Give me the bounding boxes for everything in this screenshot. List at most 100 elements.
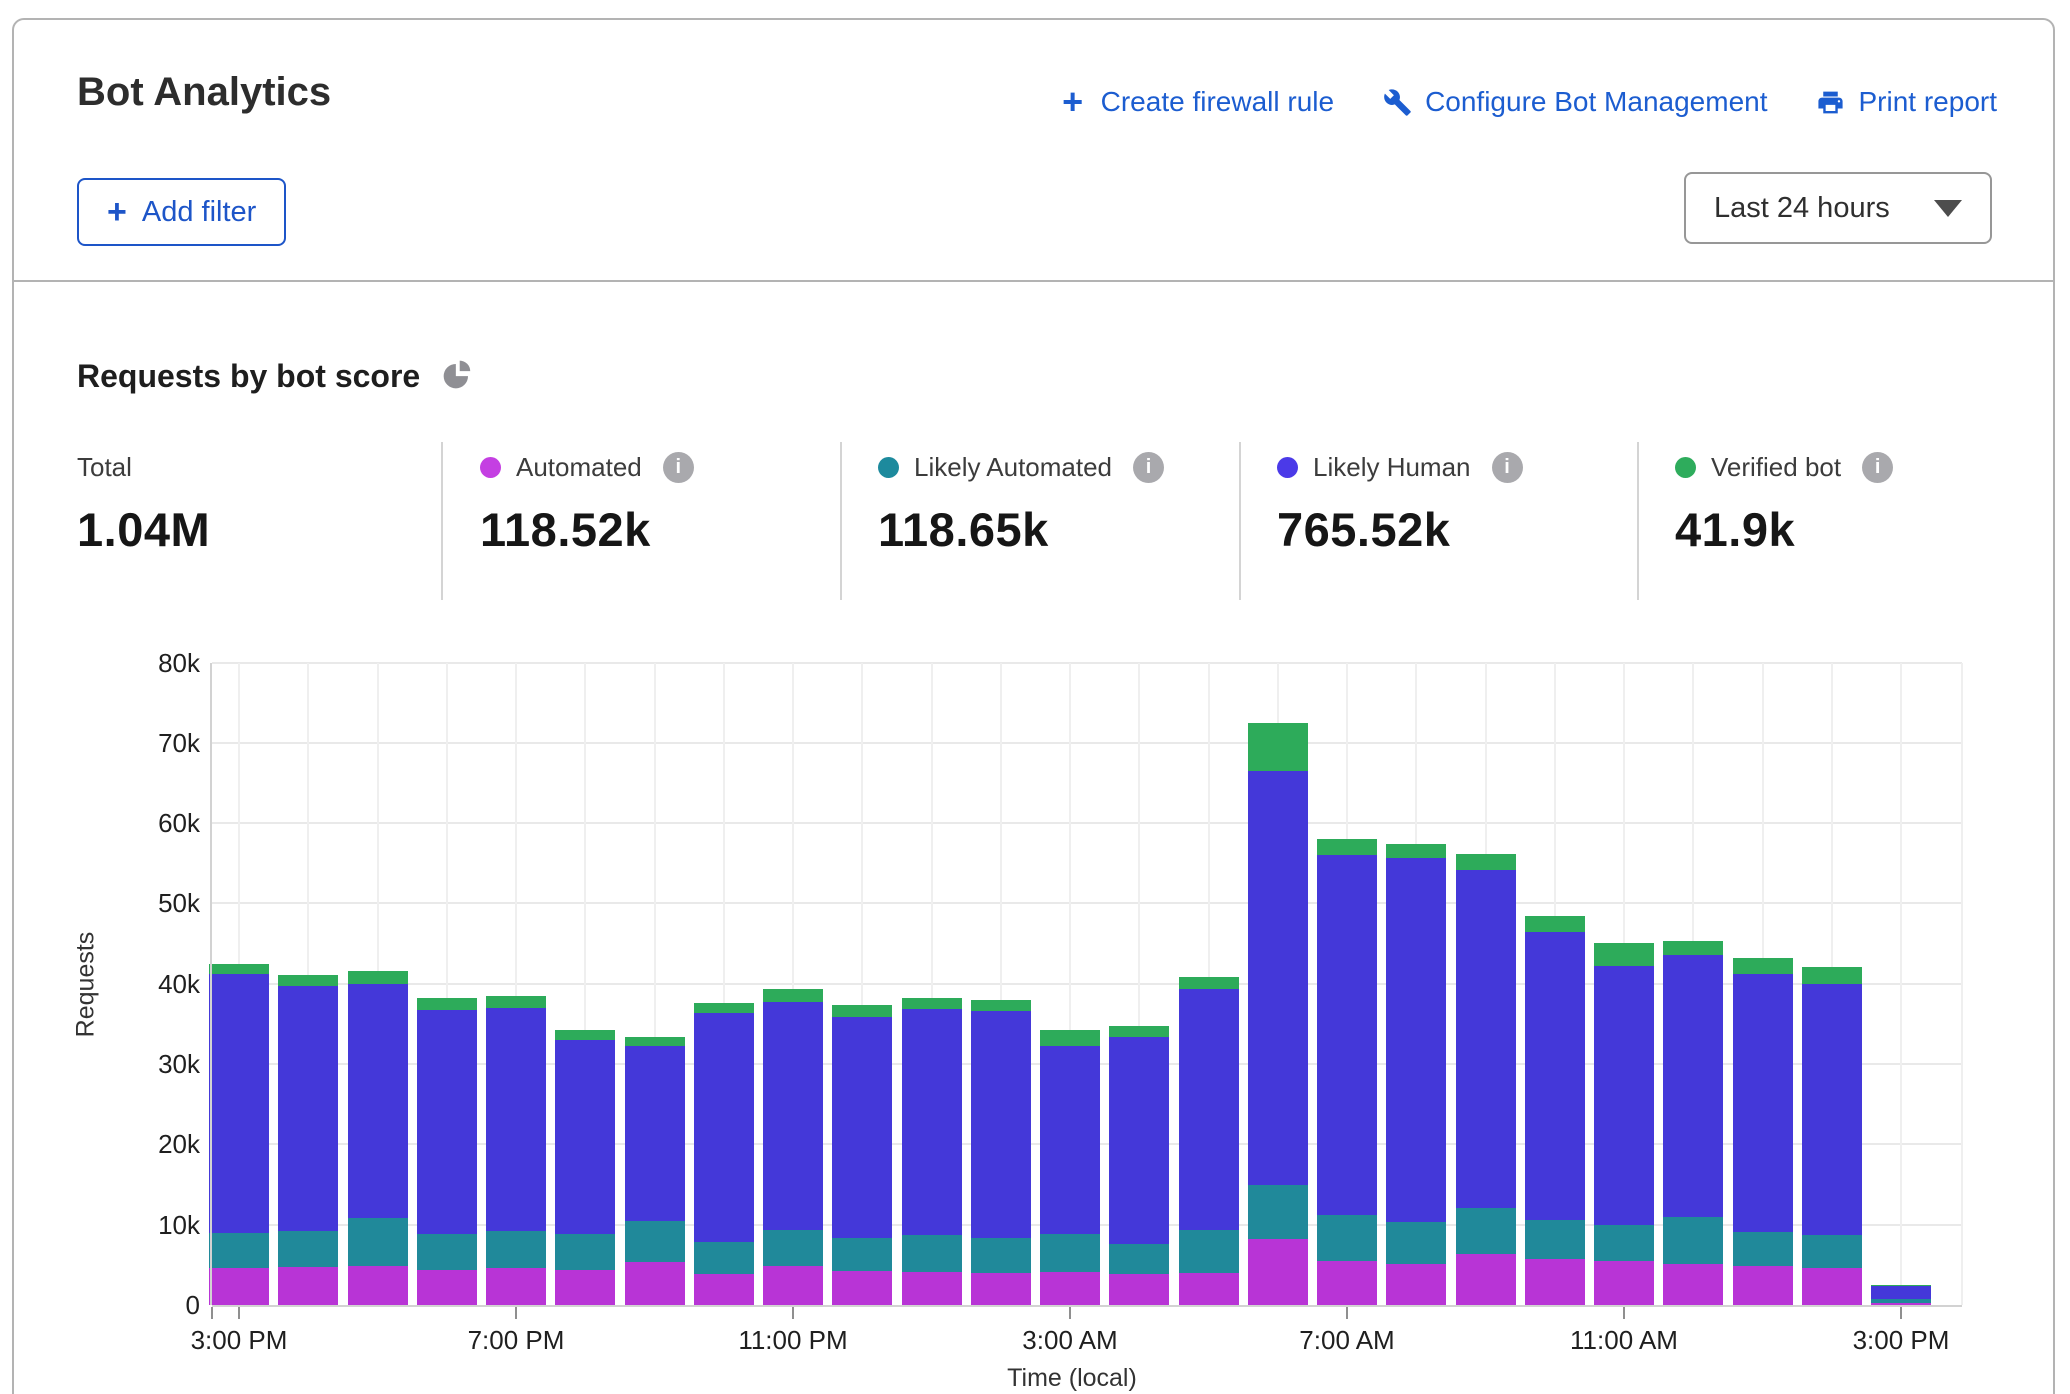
info-icon[interactable]: i [662, 451, 694, 483]
bar-segment-automated[interactable] [1801, 1268, 1862, 1305]
bar-segment-likely-human[interactable] [1386, 858, 1447, 1223]
bar-segment-automated[interactable] [209, 1268, 269, 1305]
bar-segment-automated[interactable] [1247, 1239, 1308, 1305]
create-firewall-rule-link[interactable]: + Create firewall rule [1058, 84, 1334, 120]
bar-segment-likely-automated[interactable] [1732, 1231, 1793, 1267]
bar-segment-verified-bot[interactable] [209, 963, 269, 975]
bar-segment-automated[interactable] [1663, 1264, 1724, 1305]
bar-segment-verified-bot[interactable] [1524, 916, 1585, 932]
bar-segment-verified-bot[interactable] [693, 1003, 754, 1014]
info-icon[interactable]: i [1133, 451, 1165, 483]
bar-segment-likely-automated[interactable] [555, 1233, 616, 1271]
bar-segment-likely-human[interactable] [832, 1016, 893, 1238]
time-range-select[interactable]: Last 24 hours [1684, 172, 1992, 244]
bar-segment-likely-human[interactable] [278, 986, 339, 1232]
bar-segment-automated[interactable] [693, 1274, 754, 1305]
bar-segment-likely-human[interactable] [555, 1039, 616, 1234]
bar-segment-likely-human[interactable] [1317, 855, 1377, 1216]
bar-segment-likely-human[interactable] [1871, 1285, 1931, 1300]
bar-segment-likely-automated[interactable] [1871, 1299, 1931, 1303]
bar-segment-likely-human[interactable] [901, 1008, 962, 1236]
bar-segment-likely-automated[interactable] [347, 1218, 408, 1266]
bar-segment-likely-human[interactable] [1663, 954, 1724, 1217]
bar-segment-automated[interactable] [1871, 1302, 1931, 1305]
bar-segment-likely-automated[interactable] [1109, 1243, 1170, 1274]
bar-segment-verified-bot[interactable] [1663, 941, 1724, 955]
bar-segment-likely-automated[interactable] [624, 1221, 685, 1262]
bar-segment-likely-automated[interactable] [278, 1231, 339, 1268]
bar-segment-verified-bot[interactable] [347, 970, 408, 984]
bar-segment-likely-human[interactable] [1455, 869, 1516, 1208]
bar-segment-verified-bot[interactable] [416, 998, 477, 1011]
bar-segment-likely-human[interactable] [1040, 1046, 1100, 1235]
bar-segment-likely-human[interactable] [416, 1010, 477, 1234]
bar-segment-likely-human[interactable] [209, 974, 269, 1233]
bar-segment-automated[interactable] [832, 1271, 893, 1305]
bar-segment-likely-human[interactable] [693, 1013, 754, 1242]
bar-segment-verified-bot[interactable] [763, 988, 823, 1003]
bar-segment-likely-human[interactable] [970, 1011, 1031, 1238]
bar-segment-verified-bot[interactable] [624, 1036, 685, 1047]
bar-segment-automated[interactable] [347, 1265, 408, 1305]
bar-segment-likely-automated[interactable] [1317, 1215, 1377, 1261]
bar-segment-verified-bot[interactable] [1317, 839, 1377, 856]
bar-segment-likely-automated[interactable] [1594, 1224, 1654, 1261]
bar-segment-verified-bot[interactable] [1386, 844, 1447, 859]
bar-segment-automated[interactable] [1178, 1272, 1239, 1305]
bar-segment-automated[interactable] [486, 1268, 546, 1305]
bar-segment-likely-human[interactable] [486, 1007, 546, 1232]
bar-segment-automated[interactable] [1594, 1260, 1654, 1305]
bar-segment-likely-automated[interactable] [1663, 1216, 1724, 1265]
bar-segment-verified-bot[interactable] [486, 995, 546, 1008]
bar-segment-verified-bot[interactable] [555, 1030, 616, 1040]
bar-segment-automated[interactable] [555, 1270, 616, 1305]
configure-bot-management-link[interactable]: Configure Bot Management [1382, 86, 1768, 118]
bar-segment-automated[interactable] [416, 1269, 477, 1305]
bar-segment-automated[interactable] [1524, 1259, 1585, 1305]
bar-segment-automated[interactable] [901, 1272, 962, 1305]
bar-segment-likely-human[interactable] [1732, 974, 1793, 1232]
bar-segment-verified-bot[interactable] [832, 1005, 893, 1017]
bar-segment-verified-bot[interactable] [901, 998, 962, 1009]
bar-segment-likely-automated[interactable] [1801, 1235, 1862, 1269]
bar-segment-verified-bot[interactable] [1594, 942, 1654, 967]
print-report-link[interactable]: Print report [1816, 86, 1997, 118]
bar-segment-verified-bot[interactable] [1040, 1030, 1100, 1047]
bar-segment-verified-bot[interactable] [1178, 977, 1239, 989]
add-filter-button[interactable]: + Add filter [77, 178, 287, 246]
bar-segment-verified-bot[interactable] [1732, 958, 1793, 975]
bar-segment-automated[interactable] [1386, 1264, 1447, 1305]
bar-segment-automated[interactable] [1732, 1266, 1793, 1305]
bar-segment-likely-human[interactable] [1524, 931, 1585, 1220]
bar-segment-verified-bot[interactable] [1801, 966, 1862, 984]
bar-segment-likely-automated[interactable] [901, 1235, 962, 1273]
bar-segment-likely-automated[interactable] [763, 1230, 823, 1267]
bar-segment-verified-bot[interactable] [1247, 722, 1308, 771]
info-icon[interactable]: i [1862, 451, 1894, 483]
bar-segment-likely-automated[interactable] [1386, 1222, 1447, 1265]
info-icon[interactable]: i [1491, 451, 1523, 483]
bar-segment-likely-automated[interactable] [209, 1232, 269, 1269]
bar-segment-likely-human[interactable] [1109, 1036, 1170, 1244]
bar-segment-verified-bot[interactable] [1455, 853, 1516, 870]
bar-segment-likely-human[interactable] [763, 1002, 823, 1231]
bar-segment-likely-automated[interactable] [486, 1231, 546, 1269]
bar-segment-likely-automated[interactable] [1178, 1230, 1239, 1273]
bar-segment-likely-automated[interactable] [693, 1241, 754, 1275]
bar-segment-likely-human[interactable] [1801, 983, 1862, 1236]
bar-segment-automated[interactable] [763, 1266, 823, 1305]
bar-segment-verified-bot[interactable] [278, 974, 339, 987]
bar-segment-likely-automated[interactable] [970, 1237, 1031, 1273]
bar-segment-likely-automated[interactable] [1455, 1207, 1516, 1255]
bar-segment-likely-automated[interactable] [1524, 1219, 1585, 1260]
bar-segment-likely-human[interactable] [1247, 770, 1308, 1185]
bar-segment-likely-automated[interactable] [832, 1237, 893, 1272]
bar-segment-likely-human[interactable] [624, 1046, 685, 1222]
bar-segment-likely-human[interactable] [347, 983, 408, 1219]
bar-segment-automated[interactable] [624, 1261, 685, 1305]
bar-segment-likely-human[interactable] [1594, 966, 1654, 1225]
bar-segment-likely-automated[interactable] [1040, 1234, 1100, 1273]
bar-segment-automated[interactable] [1455, 1254, 1516, 1305]
bar-segment-automated[interactable] [1040, 1272, 1100, 1305]
bar-segment-automated[interactable] [278, 1267, 339, 1305]
